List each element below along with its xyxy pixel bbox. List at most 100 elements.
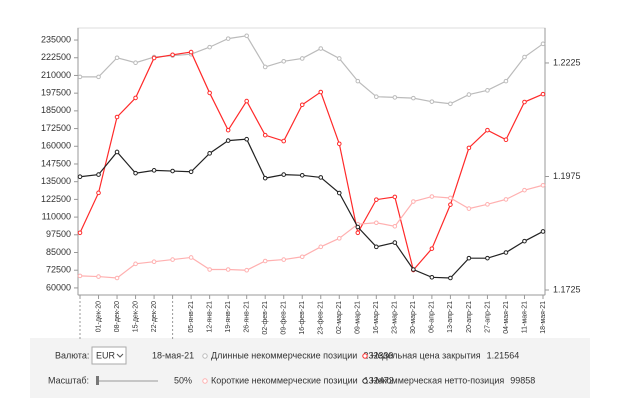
data-point — [411, 95, 416, 101]
data-point — [429, 274, 435, 280]
data-point — [151, 168, 157, 173]
data-point — [392, 240, 398, 245]
data-point — [540, 91, 546, 97]
data-point — [503, 78, 509, 84]
data-point — [262, 175, 268, 181]
x-tick-label: 18-мая-21 — [540, 301, 547, 334]
data-point — [207, 151, 212, 156]
data-point — [429, 194, 435, 199]
data-point — [503, 250, 509, 255]
x-tick-label: 04-мая-21 — [503, 301, 510, 334]
data-point — [485, 88, 490, 93]
date: 18-мая-21 — [152, 350, 194, 360]
data-point — [429, 99, 435, 104]
data-point — [188, 169, 194, 175]
data-point — [114, 55, 120, 61]
data-point — [299, 102, 305, 108]
x-tick-label: 02-фев-21 — [262, 301, 269, 335]
y2-tick-label: 1.1725 — [553, 284, 581, 294]
data-point — [336, 236, 342, 241]
data-point — [540, 229, 546, 234]
currency-value[interactable]: EUR — [96, 350, 116, 360]
data-point — [262, 64, 268, 70]
series-line — [79, 138, 544, 279]
data-point — [114, 275, 120, 281]
x-tick-label: 30-мар-21 — [410, 301, 417, 334]
x-tick-label: 11-мая-21 — [521, 301, 528, 333]
data-point — [374, 94, 379, 99]
data-point — [207, 44, 212, 50]
data-point — [318, 175, 324, 180]
data-point — [77, 273, 83, 279]
x-tick-label: 05-янв-21 — [188, 301, 195, 333]
y-tick-label: 235000 — [41, 34, 71, 44]
data-point — [355, 224, 361, 230]
x-tick-label: 08-дек-20 — [114, 301, 121, 332]
data-point — [411, 267, 416, 272]
data-point — [336, 141, 342, 147]
legend-label: Некоммерческая нетто-позиция — [371, 375, 504, 385]
legend-marker — [362, 353, 368, 359]
data-point — [170, 168, 175, 174]
legend-marker — [202, 378, 208, 384]
currency-label: Валюта: — [55, 350, 89, 360]
data-point — [540, 41, 546, 47]
data-point — [225, 127, 231, 133]
y-tick-label: 222500 — [41, 52, 71, 62]
data-point — [188, 49, 194, 55]
data-point — [244, 98, 249, 104]
y-tick-label: 85000 — [46, 247, 71, 257]
x-tick-label: 06-апр-21 — [429, 301, 436, 333]
x-tick-label: 26-янв-21 — [244, 301, 251, 333]
data-point — [299, 173, 305, 178]
y-tick-label: 147500 — [41, 158, 71, 168]
data-point — [170, 52, 175, 58]
data-point — [225, 138, 231, 143]
legend-marker — [362, 378, 368, 384]
data-point — [77, 74, 83, 80]
legend-value: 1.21564 — [487, 350, 520, 360]
y-tick-label: 60000 — [46, 282, 71, 292]
x-tick-label: 02-мар-21 — [336, 301, 343, 334]
series-line — [79, 51, 544, 272]
data-point — [374, 197, 379, 202]
data-point — [225, 36, 231, 41]
x-tick-label: 23-фев-21 — [318, 301, 325, 335]
currency-select[interactable] — [91, 346, 127, 365]
legend-marker — [202, 353, 208, 359]
data-point — [485, 127, 490, 133]
y-tick-label: 135000 — [41, 176, 71, 186]
data-point — [392, 224, 398, 229]
y-tick-label: 72500 — [46, 265, 71, 275]
y2-tick-label: 1.1975 — [553, 171, 581, 181]
controls: Валюта: EUR 18-мая-21 Масштаб: 50% — [48, 346, 194, 385]
x-tick-label: 09-мар-21 — [355, 301, 362, 334]
x-tick-label: 16-фев-21 — [299, 301, 306, 335]
legend-value: 232330 — [363, 350, 393, 360]
data-point — [355, 78, 361, 84]
x-tick-label: 15-дек-20 — [132, 301, 139, 332]
data-point — [522, 238, 527, 244]
x-tick-label: 23-мар-21 — [392, 301, 399, 334]
data-point — [77, 174, 83, 180]
data-point — [318, 89, 324, 95]
data-point — [133, 60, 138, 66]
data-point — [262, 132, 268, 138]
data-point — [318, 46, 324, 51]
data-point — [133, 261, 138, 267]
x-tick-label: 19-янв-21 — [225, 301, 232, 333]
data-point — [170, 257, 175, 262]
data-point — [207, 267, 212, 272]
y-tick-label: 172500 — [41, 123, 71, 133]
y-tick-label: 97500 — [46, 229, 71, 239]
data-point — [281, 58, 287, 64]
data-point — [281, 257, 287, 262]
data-point — [522, 99, 527, 105]
data-point — [355, 230, 361, 236]
data-point — [448, 275, 453, 281]
data-point — [411, 199, 416, 204]
data-point — [225, 267, 231, 272]
x-tick-label: 12-янв-21 — [206, 301, 213, 333]
slider-handle[interactable] — [96, 376, 99, 385]
data-point — [133, 170, 138, 176]
